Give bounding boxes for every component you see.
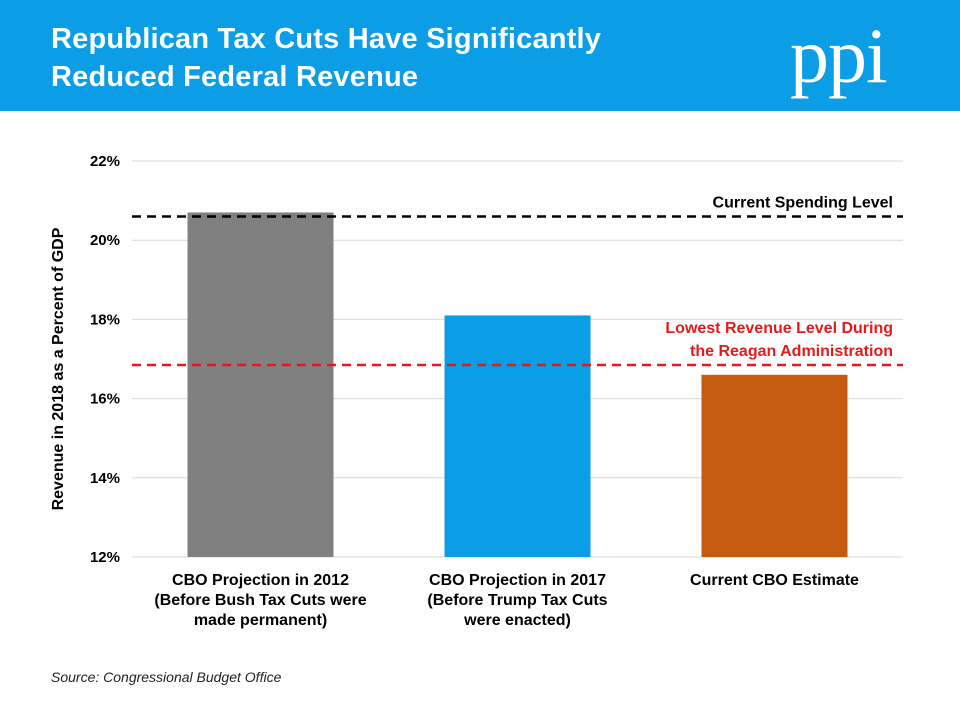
y-tick-label: 14% [90,470,120,487]
bar [444,315,591,557]
reference-line-label: Lowest Revenue Level During [665,320,893,337]
y-axis-label: Revenue in 2018 as a Percent of GDP [50,227,67,510]
y-tick-label: 18% [90,311,120,328]
chart-title-line-1: Republican Tax Cuts Have Significantly [51,23,602,55]
x-category-label: (Before Trump Tax Cuts [427,592,607,609]
x-category-label: (Before Bush Tax Cuts were [154,592,366,609]
reference-line-label: Current Spending Level [713,194,893,211]
x-category-label: were enacted) [463,612,571,629]
bar [701,374,848,557]
x-category-label: Current CBO Estimate [690,572,859,589]
y-tick-label: 16% [90,391,120,408]
title-banner: Republican Tax Cuts Have Significantly R… [0,0,960,111]
source-note: Source: Congressional Budget Office [51,669,282,685]
reference-line-label: the Reagan Administration [690,343,893,360]
y-tick-label: 22% [90,153,120,170]
ppi-logo: ppi [790,12,888,99]
x-category-label: CBO Projection in 2017 [429,572,606,589]
x-category-label: CBO Projection in 2012 [172,572,349,589]
bar [187,212,334,558]
chart-title: Republican Tax Cuts Have Significantly R… [51,20,601,96]
chart-title-line-2: Reduced Federal Revenue [51,61,419,93]
x-category-label: made permanent) [194,612,327,629]
y-tick-label: 12% [90,549,120,566]
y-tick-label: 20% [90,232,120,249]
